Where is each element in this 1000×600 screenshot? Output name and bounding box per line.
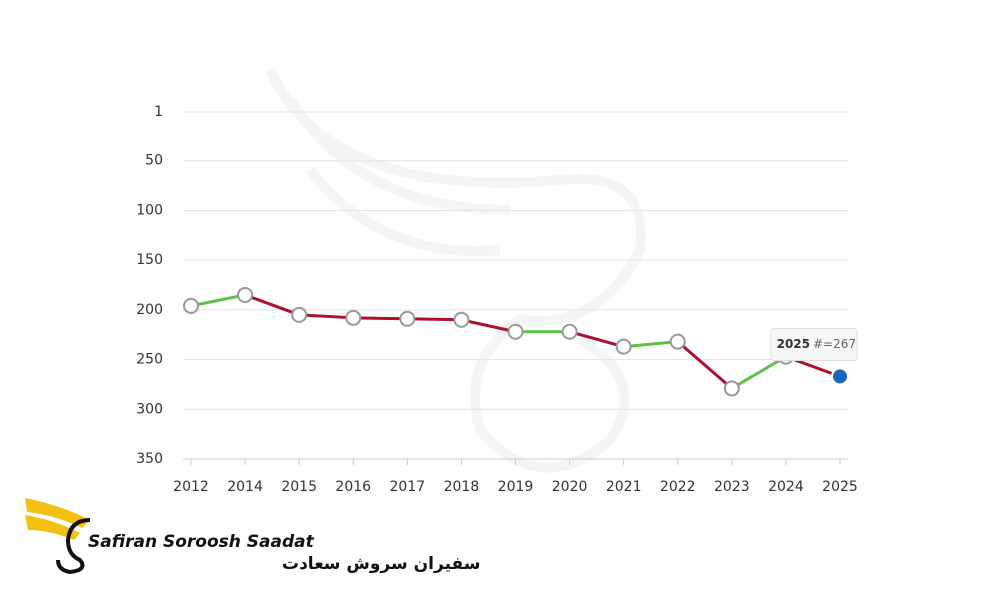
watermark	[265, 67, 646, 473]
line-segment	[676, 340, 733, 390]
line-segment	[407, 317, 462, 322]
y-tick-label: 300	[136, 401, 163, 417]
y-tick-label: 100	[136, 202, 163, 218]
x-tick-label: 2020	[552, 479, 588, 495]
point	[345, 309, 362, 326]
point	[453, 311, 470, 328]
logo-name-fa: سفیران سروش سعادت	[282, 554, 480, 574]
point	[723, 380, 740, 397]
y-tick-label: 350	[136, 451, 163, 467]
x-tick-label: 2012	[173, 479, 209, 495]
logo-name: Safiran Soroosh Saadat	[88, 532, 315, 552]
x-tick-label: 2019	[498, 479, 534, 495]
point	[399, 310, 416, 327]
point	[183, 297, 199, 314]
line-segment	[623, 340, 678, 349]
x-tick-label: 2014	[227, 479, 263, 495]
line-segment	[461, 318, 516, 334]
line-segment	[244, 293, 300, 317]
y-tick-label: 250	[136, 352, 163, 368]
logo-s	[56, 518, 91, 575]
point	[237, 286, 254, 303]
tooltip-category: 2025	[777, 337, 810, 351]
x-tick-label: 2018	[444, 479, 480, 495]
y-tick-label: 1	[154, 104, 163, 120]
x-tick-label: 2024	[768, 479, 804, 495]
logo: Safiran Soroosh Saadat سفیران سروش سعادت	[25, 498, 480, 575]
logo-wing	[25, 498, 90, 540]
point	[507, 323, 524, 340]
highlighted-point	[831, 367, 849, 386]
line-segment	[190, 293, 246, 308]
point	[561, 323, 578, 340]
point	[291, 306, 308, 323]
line-segment	[731, 355, 787, 390]
x-tick-label: 2021	[606, 479, 642, 495]
y-tick-label: 200	[136, 302, 163, 318]
x-tick-label: 2025	[822, 479, 858, 495]
point	[669, 333, 686, 350]
line-segment	[353, 316, 408, 321]
line-segment	[299, 313, 354, 320]
tooltip-box	[770, 327, 858, 361]
line-segment	[569, 330, 625, 349]
tooltip-value: #=267	[813, 337, 856, 351]
x-tick-label: 2023	[714, 479, 750, 495]
x-tick-label: 2017	[390, 479, 426, 495]
tooltip: 2025 #=267	[770, 327, 858, 361]
point	[615, 338, 632, 355]
x-tick-label: 2015	[281, 479, 317, 495]
y-tick-label: 50	[145, 153, 163, 169]
y-tick-label: 150	[136, 252, 163, 268]
x-tick-label: 2016	[335, 479, 371, 495]
x-tick-label: 2022	[660, 479, 696, 495]
